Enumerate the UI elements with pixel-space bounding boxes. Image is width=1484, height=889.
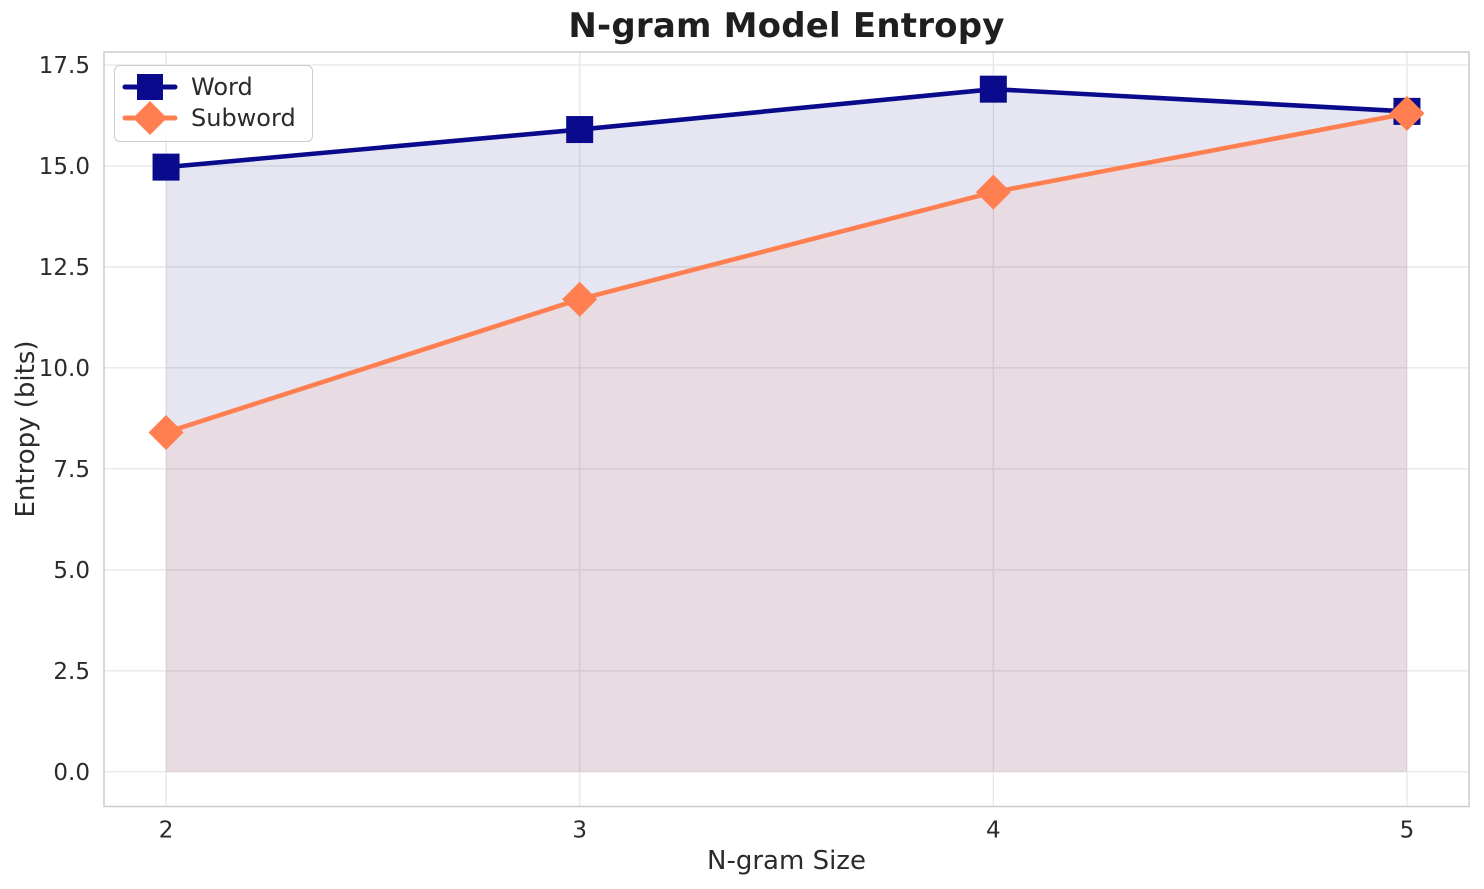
marker-diamond-subword [975,174,1011,210]
marker-diamond-subword [1389,95,1425,131]
legend: Word Subword [114,65,313,142]
x-tick-label: 2 [159,818,174,844]
marker-square-word [566,116,594,144]
marker-square-word [979,75,1007,103]
y-tick-label: 7.5 [53,457,90,483]
x-axis-label: N-gram Size [707,846,866,876]
legend-item-word: Word [121,71,296,102]
y-tick-label: 17.5 [39,53,90,79]
y-tick-label: 5.0 [53,558,90,584]
legend-diamond-marker-icon [122,100,178,135]
line-word [163,86,1410,170]
x-tick-label: 3 [572,818,587,844]
legend-label: Subword [191,103,296,132]
line-subword [163,111,1410,435]
marker-diamond-subword [562,281,598,317]
plot-border [103,51,1470,808]
x-tick-label: 4 [986,818,1001,844]
y-tick-label: 15.0 [39,154,90,180]
chart-title: N-gram Model Entropy [568,6,1005,46]
area-subword [166,113,1407,772]
legend-label: Word [191,72,253,101]
y-axis-label: Entropy (bits) [11,340,41,518]
y-tick-label: 2.5 [53,659,90,685]
marker-diamond-subword [148,414,184,450]
x-tick-label: 5 [1400,818,1415,844]
y-tick-label: 12.5 [39,255,90,281]
y-tick-label: 0.0 [53,760,90,786]
marker-square-word [152,153,180,181]
legend-square-marker-icon [122,73,178,100]
y-tick-label: 10.0 [39,356,90,382]
area-word [166,89,1407,772]
legend-item-subword: Subword [121,100,296,135]
